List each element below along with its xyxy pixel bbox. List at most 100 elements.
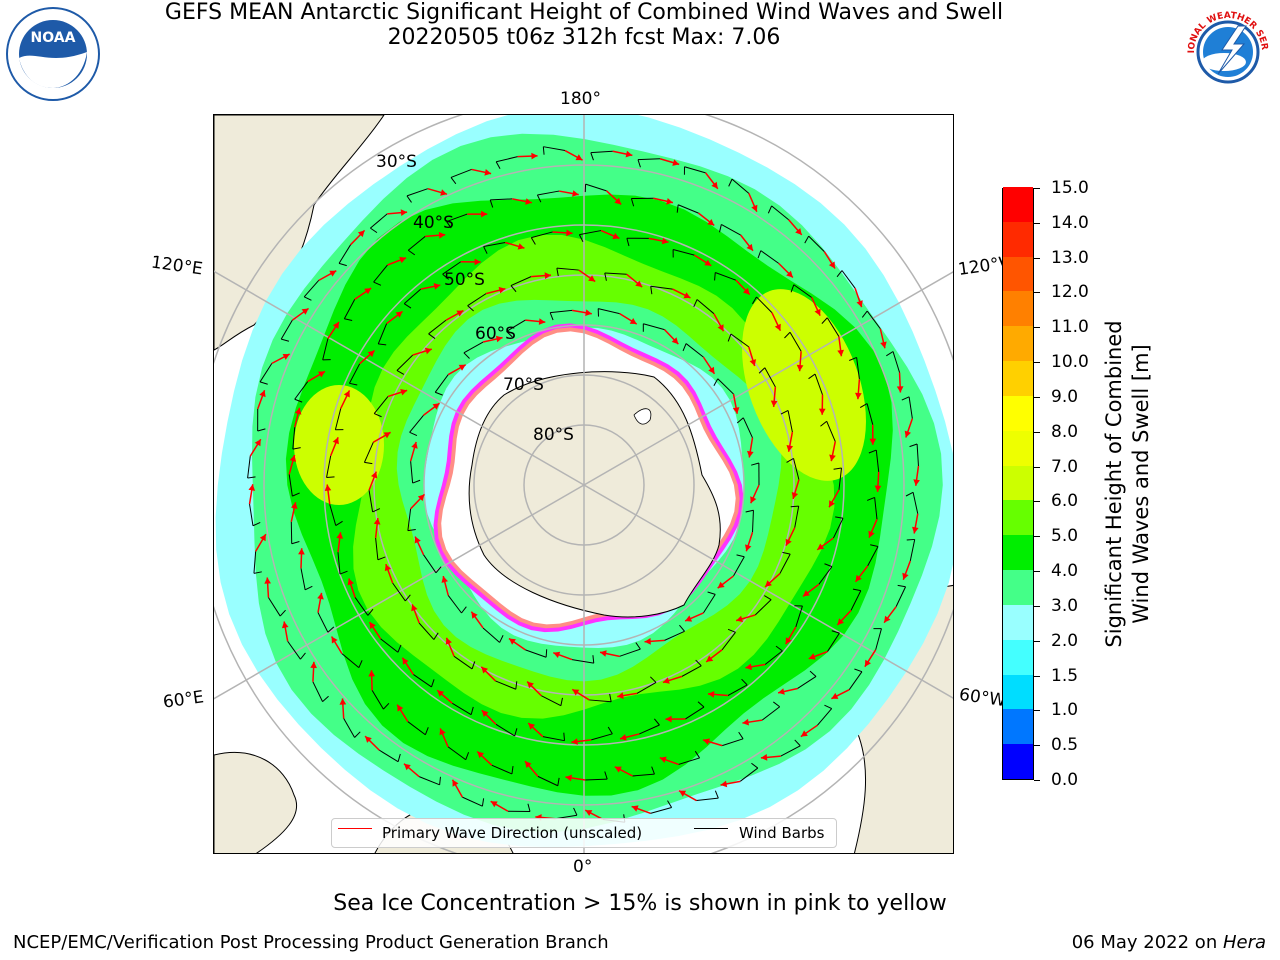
wave-arrow-head: [614, 197, 622, 205]
wave-arrow-head: [317, 592, 324, 600]
wind-barb-flag: [252, 521, 261, 527]
wind-barb-flag: [592, 655, 595, 664]
wind-barb: [874, 497, 878, 520]
colorbar-tick-label: 12.0: [1051, 282, 1089, 303]
wave-arrow-head: [294, 407, 302, 415]
wind-barb-flag: [527, 803, 531, 812]
wind-barb: [373, 396, 389, 414]
wave-arrow-head: [665, 715, 672, 723]
wind-barb: [410, 461, 414, 484]
wind-barb: [317, 612, 329, 633]
wind-barb: [253, 551, 257, 574]
wind-barb: [491, 764, 513, 775]
legend-wave-swatch: [338, 828, 372, 829]
legend-wind-swatch: [694, 828, 728, 829]
wave-arrow-head: [635, 280, 643, 287]
wave-arrow-head: [880, 341, 887, 349]
wind-barb: [739, 767, 759, 782]
wave-arrow-head: [324, 484, 332, 491]
wind-barb-flag: [859, 403, 868, 409]
map-panel: [213, 114, 954, 854]
wind-barb-flag: [303, 296, 312, 301]
wave-arrow-head: [440, 189, 447, 196]
colorbar-tick: [1034, 605, 1040, 607]
wind-barb-flag: [782, 551, 791, 555]
wind-barb-flag: [549, 312, 554, 321]
wave-arrow-head: [281, 621, 289, 629]
colorbar-tick-label: 4.0: [1051, 561, 1079, 582]
wind-barb: [579, 230, 602, 236]
wave-arrow-head: [365, 736, 372, 743]
wind-barb: [598, 308, 620, 315]
wave-arrow-head: [869, 438, 877, 445]
wind-barb-flag: [713, 378, 719, 386]
wave-arrow-head: [298, 548, 305, 555]
wind-barb: [590, 150, 613, 154]
wave-arrow-head: [282, 354, 290, 360]
wind-barb: [337, 552, 341, 575]
wave-arrow-head: [750, 496, 757, 504]
wind-barb: [841, 270, 856, 289]
wind-barb: [727, 684, 748, 696]
wind-barb-flag: [784, 331, 791, 339]
wind-barb-flag: [604, 272, 607, 281]
noaa-logo: NOAA: [6, 7, 100, 101]
wind-barb-flag: [424, 727, 429, 735]
wind-barb: [760, 250, 779, 264]
wind-barb-flag: [377, 556, 386, 561]
wind-barb-flag: [833, 467, 842, 470]
wind-barb-flag: [467, 305, 474, 312]
wave-arrow-head: [357, 230, 365, 238]
wind-barb-flag: [707, 591, 716, 595]
wind-barb-flag: [607, 726, 613, 735]
wind-barb-flag: [650, 286, 653, 295]
wind-barb-flag: [852, 588, 861, 592]
wave-arrow-head: [509, 638, 516, 645]
wave-arrow-head: [855, 574, 862, 582]
wave-arrow-head: [717, 581, 725, 589]
wind-barb: [396, 354, 414, 371]
wind-barb-flag: [758, 367, 766, 374]
wind-barb: [375, 537, 379, 560]
footer-date: 06 May 2022 on Hera: [1072, 932, 1266, 953]
wind-barb-flag: [835, 516, 844, 519]
colorbar-tick-label: 0.5: [1051, 735, 1079, 756]
wave-arrow-head: [437, 690, 444, 697]
wind-barb: [764, 367, 776, 388]
wind-barb: [462, 796, 483, 807]
wave-arrow-head: [803, 590, 810, 597]
wind-barb: [752, 510, 754, 533]
wind-barb: [696, 299, 715, 315]
wave-arrow-head: [347, 578, 354, 586]
colorbar-tick-label: 3.0: [1051, 595, 1079, 616]
wave-arrow-head: [289, 455, 297, 462]
wind-barb: [789, 332, 802, 352]
colorbar-tick: [1034, 640, 1040, 642]
wave-arrow-head: [397, 704, 404, 712]
wind-barb-flag: [808, 373, 816, 380]
wave-arrow-head: [874, 485, 882, 492]
wave-arrow-head: [732, 407, 740, 414]
wave-arrow-head: [588, 275, 596, 282]
colorbar-title-line2: Wind Waves and Swell [m]: [1129, 344, 1153, 624]
wind-barb-flag: [281, 338, 290, 342]
wind-barb: [392, 582, 406, 602]
wind-barb-flag: [560, 697, 563, 706]
wind-barb-flag: [809, 670, 817, 677]
colorbar-tick-label: 1.0: [1051, 700, 1079, 721]
wind-barb: [684, 166, 706, 174]
colorbar-tick: [1034, 675, 1040, 677]
wind-barb-flag: [764, 595, 772, 601]
wind-barb-flag: [370, 227, 378, 234]
wind-barb-flag: [790, 284, 795, 293]
wind-barb-flag: [495, 161, 501, 170]
wave-arrow-head: [751, 204, 758, 212]
wind-barb: [268, 597, 281, 617]
colorbar-tick: [1034, 431, 1040, 433]
wind-barb-flag: [694, 750, 701, 759]
wave-arrow-head: [572, 689, 580, 696]
wind-barb: [664, 630, 685, 641]
wind-barb: [908, 396, 913, 419]
wind-barb: [814, 373, 823, 395]
lat-label-50s: 50°S: [444, 270, 485, 290]
